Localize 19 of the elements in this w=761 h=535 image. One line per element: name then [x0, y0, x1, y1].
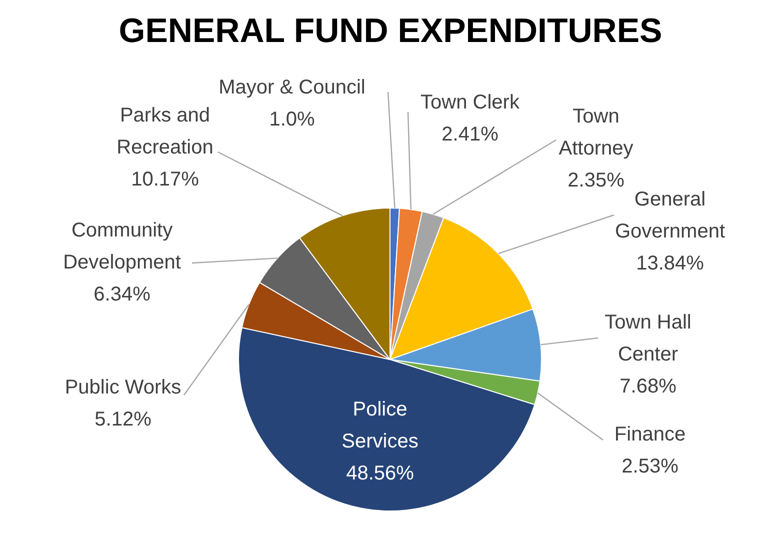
slice-label: Town Clerk	[420, 92, 520, 114]
data-label: 5.12%	[94, 408, 152, 431]
data-label: 2.53%	[622, 456, 679, 478]
data-label: 2.41%	[442, 124, 499, 146]
slice-label: Parks and Recreation	[116, 104, 214, 159]
slice-label: Finance	[614, 424, 686, 446]
slice-label: Town Hall Center	[604, 312, 692, 366]
slice-label: Town Attorney	[558, 106, 634, 160]
data-label: 6.34%	[94, 284, 151, 306]
data-label: 13.84%	[636, 252, 704, 275]
data-label: 48.56%	[346, 462, 414, 485]
slice-label: Mayor & Council	[218, 76, 366, 99]
data-label: 10.17%	[131, 168, 200, 191]
data-label: 7.68%	[620, 376, 677, 398]
data-label: 1.0%	[269, 108, 316, 131]
slice-label: Police Services	[342, 398, 418, 453]
chart-title: GENERAL FUND EXPENDITURES	[118, 12, 664, 51]
slice-label: Community Development	[63, 220, 182, 274]
slice-label: Public Works	[64, 376, 182, 399]
